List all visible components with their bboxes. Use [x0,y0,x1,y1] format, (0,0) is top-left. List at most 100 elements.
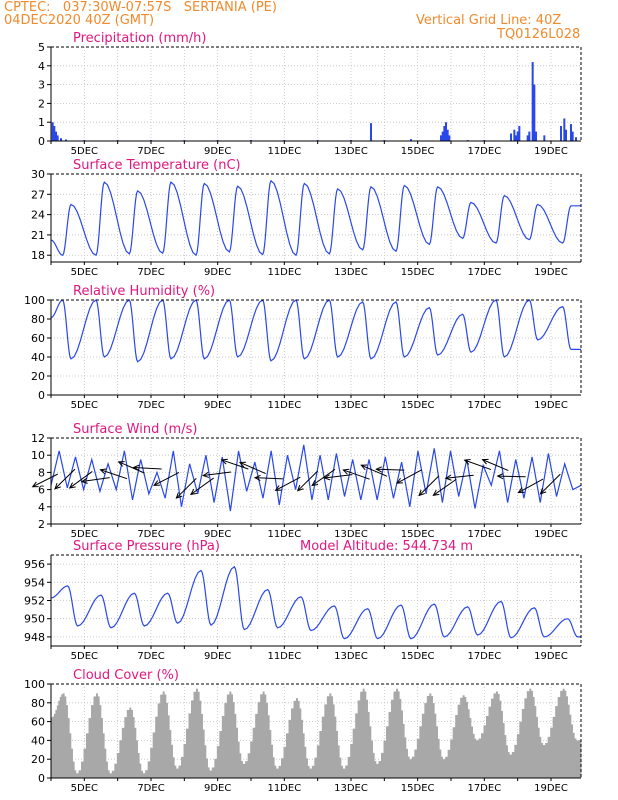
cloud-bar [431,695,433,778]
y-tick-label: 8 [38,466,45,479]
cloud-bar [355,713,358,778]
temp-title: Surface Temperature (nC) [73,158,241,173]
cloud-bar [442,759,446,778]
cloud-bar [237,741,240,778]
cloud-bar [119,740,123,778]
cloud-bar [524,698,528,778]
cloud-bar [488,706,492,778]
precip-bar [513,129,516,141]
cloud-panel: 0 20 40 60 80 100 5DEC 7DEC 9DEC 11DEC 13DEC 15DEC 1… [24,668,582,794]
cloud-bar [61,694,63,778]
cloud-bar [466,701,468,778]
rh-panel: 0 20 40 60 80 100 5DEC 7DEC 9DEC 11DEC 13DEC 15DEC 1… [24,284,582,411]
cloud-bar [516,734,520,778]
cloud-bar [241,761,243,778]
x-tick-label: 11DEC [267,651,301,662]
x-tick-label: 5DEC [71,267,98,278]
x-tick-label: 13DEC [334,267,368,278]
cloud-bar [142,773,146,778]
cloud-bar [236,727,238,778]
cloud-bar [234,713,237,778]
wind-arrow [432,478,457,496]
x-tick-label: 19DEC [534,400,568,411]
cloud-bar [426,695,430,778]
cloud-bar [114,763,118,778]
cloud-bar [214,758,218,778]
cloud-bar [332,704,335,778]
cloud-bar [537,727,540,778]
cloud-bar [301,719,303,778]
cloud-bar [396,688,398,778]
cloud-bar [132,717,135,778]
x-tick-label: 7DEC [137,267,164,278]
cloud-bar [547,736,551,778]
cloud-bar [532,696,535,778]
cloud-bar [62,693,65,778]
cloud-bar [411,756,415,778]
cloud-bar [52,716,55,778]
y-tick-label: 20 [31,370,45,383]
cloud-bar [376,763,379,778]
precip-bar [571,131,574,141]
precip-bar [448,135,451,141]
y-tick-label: 954 [24,576,45,589]
x-tick-label: 13DEC [334,783,368,794]
cloud-bar [107,770,110,778]
cloud-bar [447,749,451,778]
cloud-bar [521,709,525,778]
y-tick-label: 952 [24,595,45,608]
wind-arrow [274,476,301,491]
cloud-bar [536,716,538,778]
precip-bar [510,133,512,141]
x-tick-label: 15DEC [401,267,435,278]
cloud-bar [255,713,258,778]
precip-bar [515,135,517,141]
x-tick-label: 9DEC [204,783,231,794]
wind-arrow [54,468,76,490]
cloud-bar [362,688,365,778]
cloud-bar [511,751,515,778]
x-tick-label: 13DEC [334,400,368,411]
y-tick-label: 80 [31,697,45,710]
cloud-bar [469,717,472,778]
cloud-bar [296,698,298,778]
header-location: CPTEC: 037:30W-07:57S SERTANIA (PE) [4,0,277,15]
cloud-bar [226,694,230,778]
y-tick-label: 10 [31,449,45,462]
cloud-bar [329,693,332,778]
pressure-panel: 948 950 952 954 956 5DEC 7DEC 9DEC 11DEC 13DEC 15D… [24,539,582,662]
precip-bar [443,125,446,141]
pressure-title: Surface Pressure (hPa) [73,539,220,554]
x-tick-label: 5DEC [71,529,98,540]
cloud-bar [202,729,205,778]
wind-title: Surface Wind (m/s) [73,422,197,437]
precip-bar [526,135,529,141]
x-tick-label: 15DEC [401,400,435,411]
wind-arrow [220,458,249,470]
cloud-bar [141,770,143,778]
cloud-bar [64,696,67,778]
cloud-bar [579,740,581,778]
cloud-bar [97,696,100,778]
cloud-bar [371,740,373,778]
cloud-bar [171,744,173,778]
cloud-bar [416,738,420,778]
cloud-bar [452,727,456,778]
cloud-bar [178,765,182,778]
x-tick-label: 19DEC [534,783,568,794]
cloud-bar [206,758,208,778]
cloud-bar [437,738,440,778]
cloud-bar [564,690,567,778]
cloud-bar [81,761,84,778]
wind-arrow [175,478,197,499]
cloud-bar [197,691,200,778]
cloud-bar [106,761,108,778]
model-altitude-annotation: Model Altitude: 544.734 m [300,539,473,554]
cloud-bar [288,719,292,778]
y-tick-label: 4 [38,60,45,73]
cloud-bar [164,694,167,778]
y-tick-label: 100 [24,678,45,691]
cloud-bar [539,736,542,778]
cloud-bar [211,767,215,778]
x-tick-label: 7DEC [137,529,164,540]
